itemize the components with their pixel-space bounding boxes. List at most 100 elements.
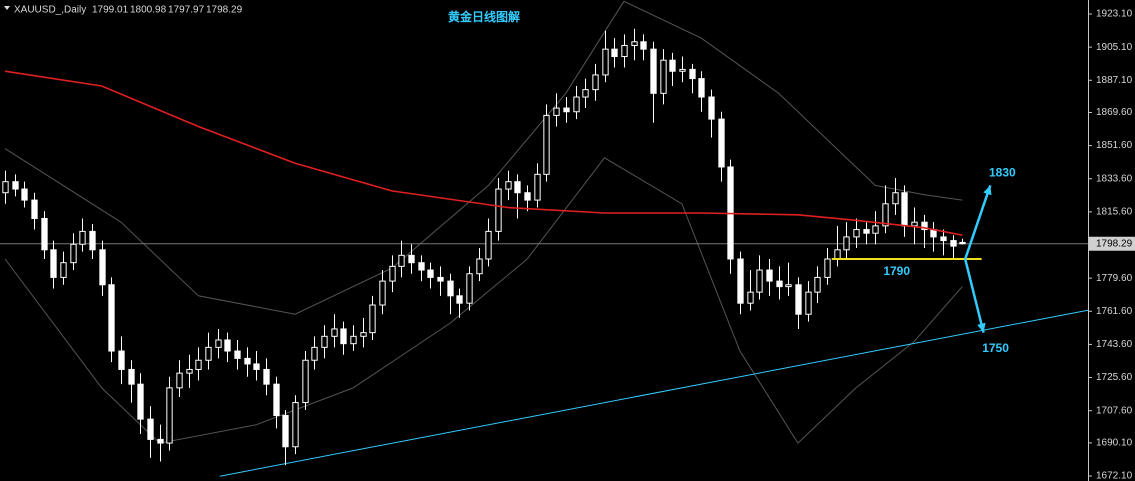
- header-close: 1798.29: [206, 5, 243, 16]
- candle-body: [195, 359, 202, 370]
- upper-band: [4, 0, 963, 315]
- candle-body: [89, 230, 96, 251]
- candle-body: [698, 78, 705, 98]
- candle-body: [408, 254, 415, 264]
- candle-body: [892, 192, 899, 205]
- candle-body: [466, 273, 473, 304]
- lower-band: [4, 157, 963, 444]
- candle-body: [41, 218, 48, 251]
- support-label: 1790: [883, 264, 910, 278]
- target-arrow: [963, 258, 985, 333]
- candle-body: [476, 258, 483, 275]
- candle-body: [573, 96, 580, 113]
- candle-body: [263, 368, 270, 385]
- candle-body: [205, 346, 212, 361]
- y-tick-label: 1743.60: [1096, 339, 1133, 350]
- candle-body: [514, 181, 521, 194]
- candle-body: [456, 295, 463, 304]
- y-tick-label: 1725.60: [1096, 372, 1133, 383]
- candle-body: [843, 236, 850, 251]
- candle-body: [427, 269, 434, 278]
- header-open: 1799.01: [92, 5, 129, 16]
- y-tick-label: 1761.60: [1096, 306, 1133, 317]
- candle-body: [679, 68, 686, 72]
- candle-body: [418, 262, 425, 271]
- candle-body: [650, 48, 657, 94]
- candle-body: [234, 350, 241, 359]
- candle-body: [660, 59, 667, 94]
- candle-body: [495, 188, 502, 232]
- candle-body: [631, 41, 638, 46]
- current-price-box: [1089, 236, 1135, 251]
- moving-average: [4, 70, 963, 236]
- candle-body: [959, 241, 966, 245]
- target-arrowhead: [983, 185, 992, 196]
- candle-body: [795, 284, 802, 315]
- candle-body: [108, 284, 115, 352]
- y-tick-label: 1833.60: [1096, 173, 1133, 184]
- candle-body: [911, 221, 918, 227]
- candle-body: [379, 280, 386, 306]
- candle-body: [60, 262, 67, 278]
- candle-body: [756, 269, 763, 293]
- candle-body: [273, 383, 280, 416]
- candle-body: [534, 173, 541, 201]
- candle-body: [118, 350, 125, 370]
- candle-body: [50, 249, 57, 278]
- candle-body: [176, 372, 183, 389]
- candle-body: [253, 363, 260, 370]
- candle-body: [602, 48, 609, 76]
- candle-body: [689, 68, 696, 80]
- candle-body: [747, 291, 754, 304]
- candle-body: [718, 118, 725, 168]
- candle-body: [505, 181, 512, 190]
- candle-body: [872, 225, 879, 234]
- current-price-label: 1798.29: [1096, 238, 1133, 249]
- target-arrow: [964, 184, 992, 260]
- candle-body: [21, 188, 28, 201]
- candle-body: [621, 44, 628, 58]
- candle-body: [524, 192, 531, 201]
- header-high: 1800.98: [130, 5, 167, 16]
- candle-body: [785, 284, 792, 288]
- candle-body: [582, 89, 589, 98]
- candle-body: [737, 258, 744, 304]
- y-tick-label: 1779.60: [1096, 273, 1133, 284]
- header-symbol: XAUUSD_,Daily: [14, 5, 86, 16]
- candle-body: [669, 59, 676, 72]
- y-tick-label: 1923.10: [1096, 9, 1133, 20]
- candle-body: [776, 280, 783, 288]
- candle-body: [553, 107, 560, 116]
- candle-body: [369, 304, 376, 334]
- y-tick-label: 1887.10: [1096, 75, 1133, 86]
- candle-body: [340, 328, 347, 345]
- candle-body: [302, 359, 309, 404]
- candle-body: [292, 402, 299, 448]
- header-low: 1797.97: [168, 5, 205, 16]
- candle-body: [331, 328, 338, 337]
- candle-body: [640, 41, 647, 50]
- candle-body: [805, 291, 812, 315]
- candle-body: [882, 203, 889, 227]
- candle-body: [814, 276, 821, 293]
- candle-body: [2, 181, 9, 194]
- candle-body: [940, 236, 947, 242]
- candle-body: [766, 269, 773, 282]
- candle-body: [321, 335, 328, 348]
- candle-body: [563, 107, 570, 113]
- chart-title: 黄金日线图解: [448, 9, 520, 24]
- candle-body: [485, 230, 492, 260]
- target-label: 1750: [982, 341, 1009, 355]
- candle-body: [834, 249, 841, 260]
- candle-body: [398, 254, 405, 267]
- candle-body: [592, 74, 599, 91]
- candle-body: [901, 192, 908, 227]
- candle-body: [389, 265, 396, 282]
- candle-body: [244, 357, 251, 365]
- candle-body: [186, 368, 193, 374]
- candle-body: [166, 387, 173, 444]
- y-tick-label: 1905.10: [1096, 42, 1133, 53]
- candle-body: [311, 346, 318, 361]
- trendline: [219, 309, 1089, 477]
- candle-body: [137, 383, 144, 420]
